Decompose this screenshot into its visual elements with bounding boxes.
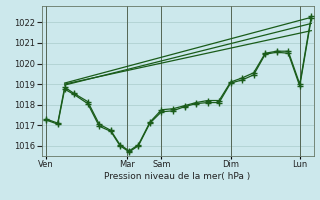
X-axis label: Pression niveau de la mer( hPa ): Pression niveau de la mer( hPa ) [104, 172, 251, 181]
